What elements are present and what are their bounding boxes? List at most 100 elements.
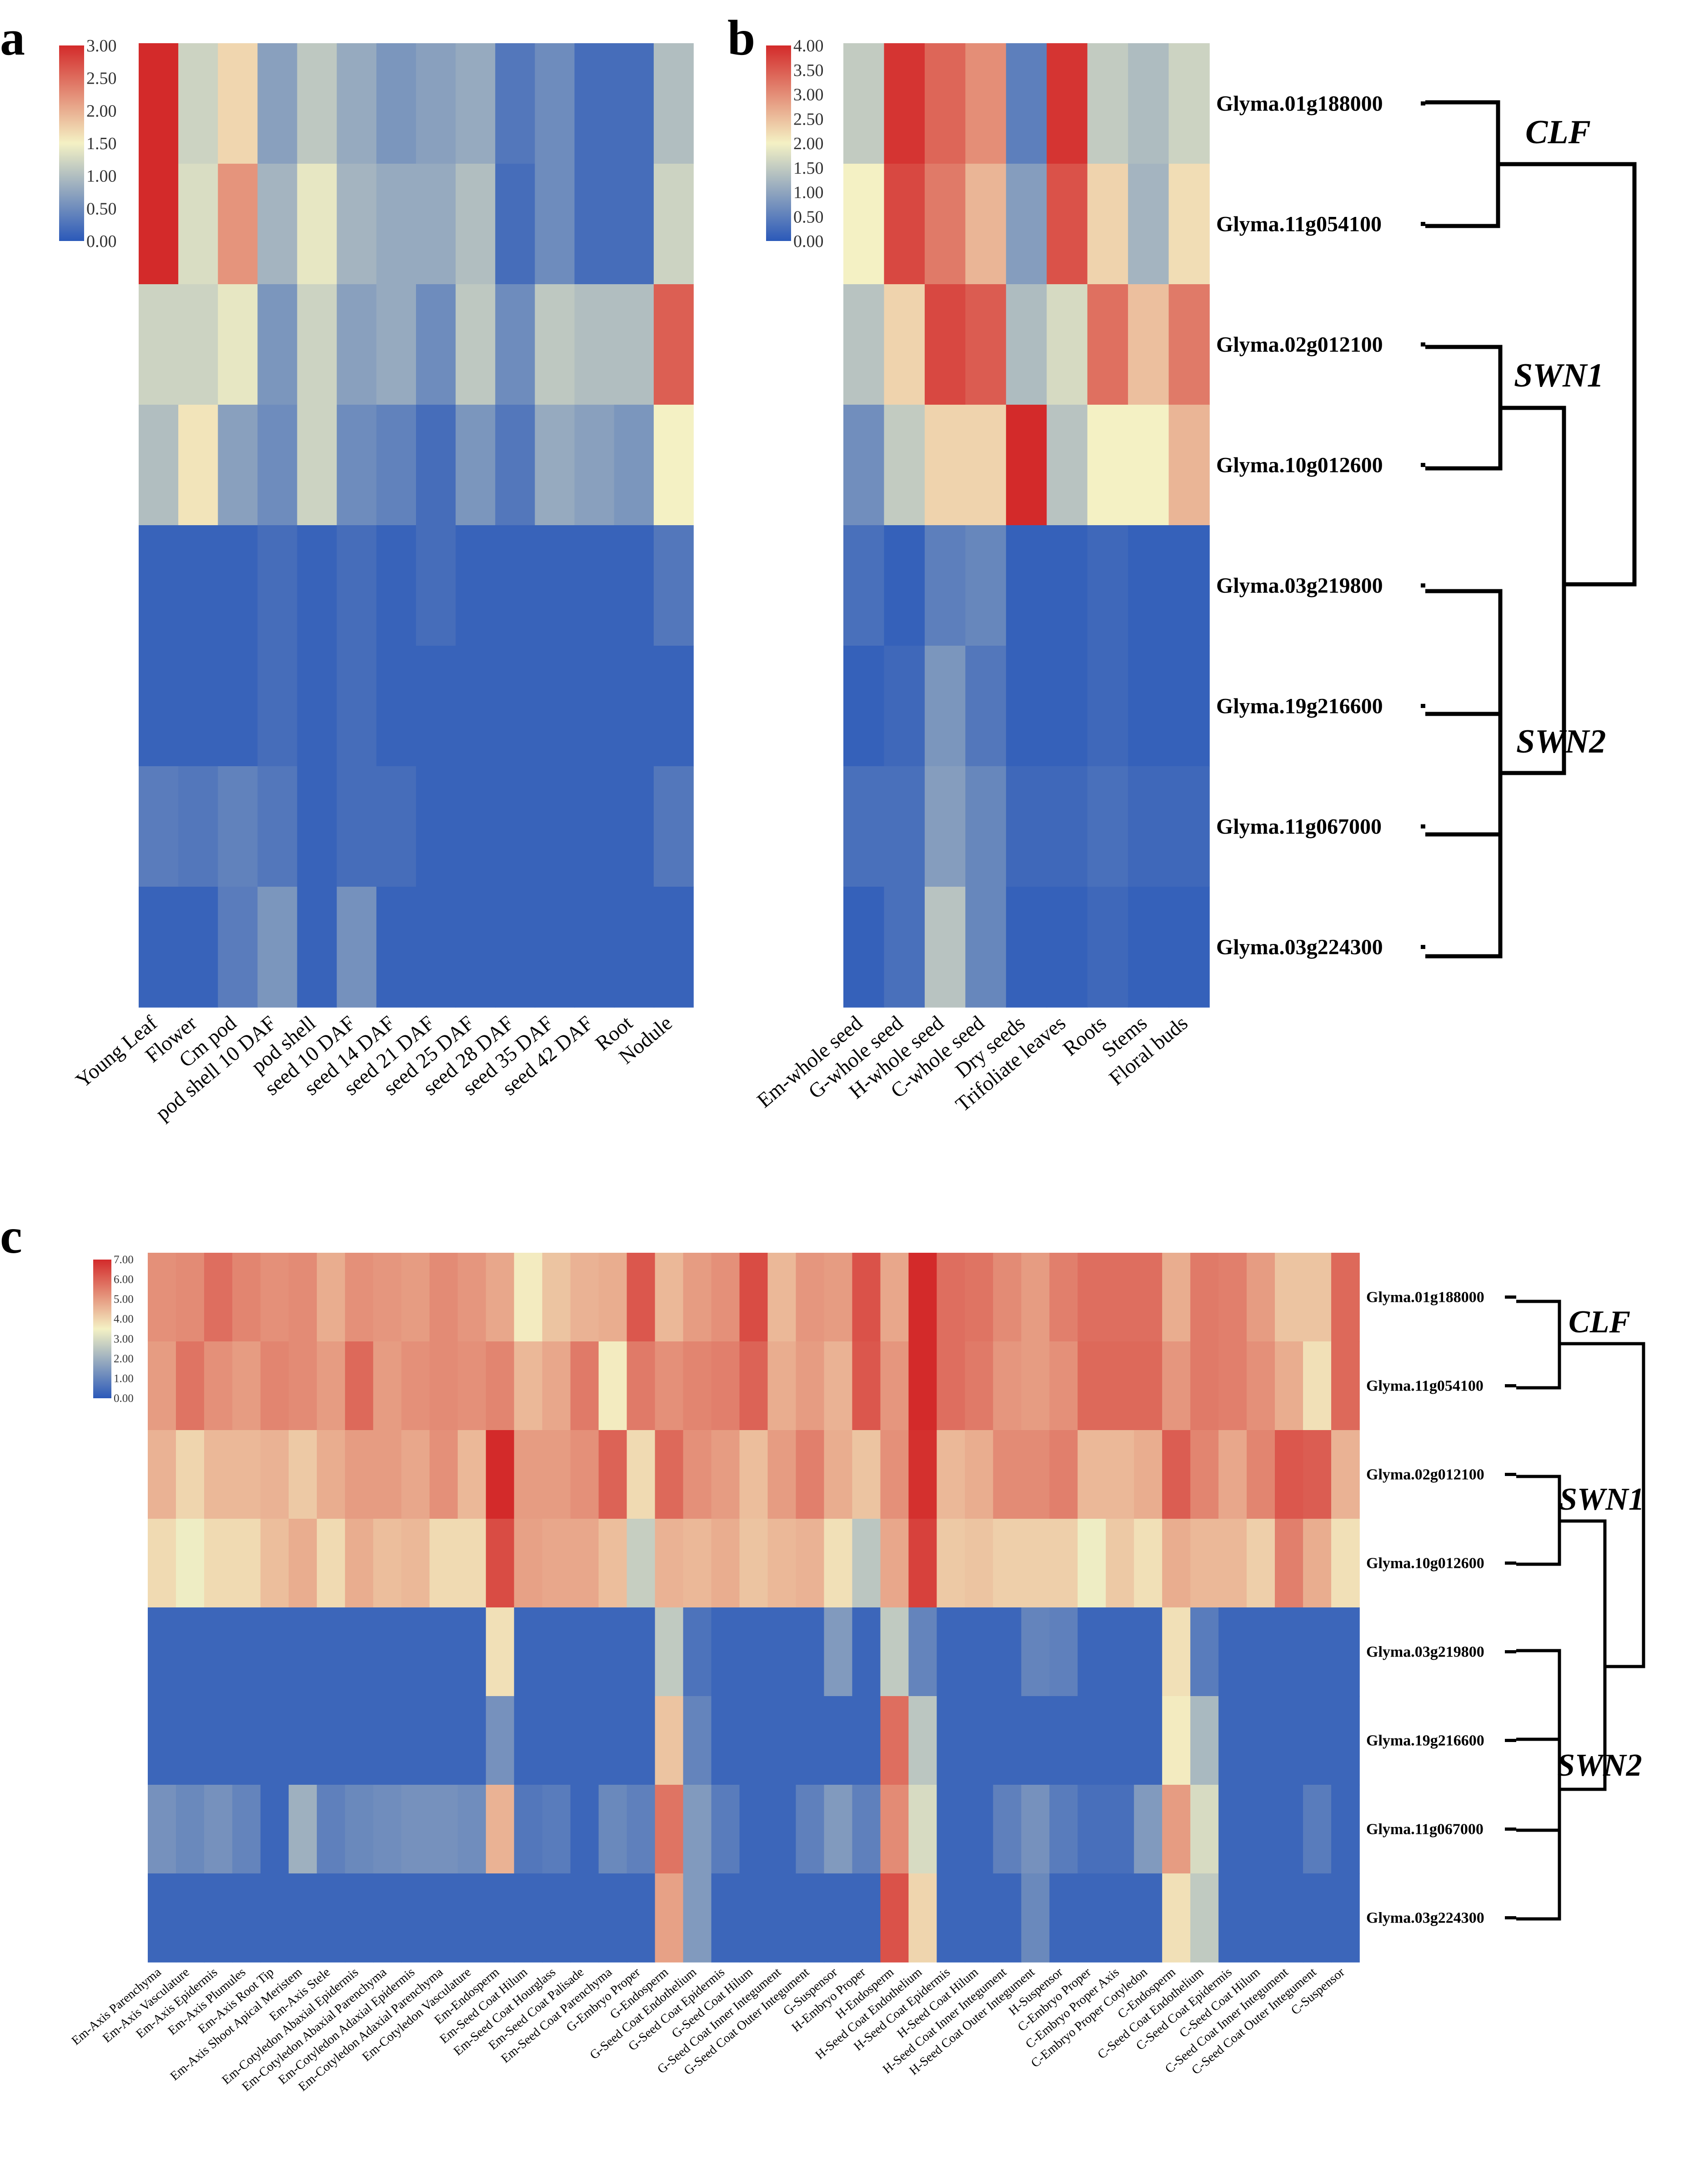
heatmap-c-cell-5-6 (316, 1696, 346, 1785)
dendro-b-swn1 (1425, 345, 1503, 471)
heatmap-a-cell-1-9 (495, 164, 536, 285)
heatmap-c-cell-5-3 (232, 1696, 261, 1785)
heatmap-a-cell-1-12 (614, 164, 654, 285)
heatmap-b-cell-5-0 (843, 646, 885, 767)
heatmap-c-cell-0-33 (1078, 1253, 1107, 1342)
heatmap-c-cell-2-5 (288, 1430, 317, 1519)
heatmap-b-cell-6-6 (1087, 766, 1128, 887)
heatmap-c-cell-6-2 (204, 1785, 233, 1874)
heatmap-c-cell-4-17 (626, 1607, 656, 1697)
heatmap-c-cell-5-17 (626, 1696, 656, 1785)
dendro-c-clf (1516, 1300, 1561, 1390)
heatmap-a-cell-3-0 (139, 405, 179, 526)
heatmap-c-cell-7-21 (739, 1873, 768, 1963)
heatmap-c-cell-4-27 (908, 1607, 937, 1697)
heatmap-c-cell-1-33 (1078, 1341, 1107, 1431)
heatmap-c-cell-2-38 (1218, 1430, 1247, 1519)
heatmap-c-cell-2-20 (711, 1430, 740, 1519)
heatmap-c-cell-5-9 (401, 1696, 430, 1785)
heatmap-b-cell-2-5 (1047, 284, 1088, 405)
heatmap-b-cell-5-3 (965, 646, 1007, 767)
heatmap-a-cell-7-3 (257, 887, 298, 1008)
heatmap-c-cell-4-26 (880, 1607, 909, 1697)
heatmap-c-cell-6-15 (570, 1785, 599, 1874)
heatmap-c-cell-7-27 (908, 1873, 937, 1963)
heatmap-b-cell-7-2 (924, 887, 966, 1008)
heatmap-a-cell-0-6 (376, 43, 416, 164)
heatmap-c-cell-0-22 (767, 1253, 797, 1342)
heatmap-c-cell-3-15 (570, 1519, 599, 1608)
heatmap-c-cell-4-14 (542, 1607, 571, 1697)
heatmap-b-cell-7-1 (884, 887, 925, 1008)
heatmap-a-cell-7-7 (416, 887, 456, 1008)
heatmap-a-cell-7-2 (218, 887, 258, 1008)
heatmap-c-cell-2-17 (626, 1430, 656, 1519)
heatmap-c-cell-3-24 (824, 1519, 853, 1608)
heatmap-a-cell-1-11 (574, 164, 615, 285)
heatmap-c-cell-6-24 (824, 1785, 853, 1874)
heatmap-c-cell-7-31 (1021, 1873, 1050, 1963)
heatmap-a-cell-2-4 (297, 284, 337, 405)
heatmap-b-gene-label-7: Glyma.03g224300 (1216, 935, 1383, 959)
heatmap-c-cell-6-29 (965, 1785, 994, 1874)
color-bar-b-tick-7: 0.50 (793, 207, 824, 226)
heatmap-c-cell-6-36 (1162, 1785, 1191, 1874)
heatmap-c-cell-3-5 (288, 1519, 317, 1608)
heatmap-c-cell-0-2 (204, 1253, 233, 1342)
heatmap-a-cell-2-13 (653, 284, 694, 405)
heatmap-c-cell-4-37 (1190, 1607, 1219, 1697)
heatmap-c-cell-5-25 (852, 1696, 881, 1785)
heatmap-a-cell-6-9 (495, 766, 536, 887)
heatmap-b-gene-label-3: Glyma.10g012600 (1216, 453, 1383, 477)
heatmap-c-cell-5-38 (1218, 1696, 1247, 1785)
heatmap-c-cell-5-37 (1190, 1696, 1219, 1785)
heatmap-a-cell-5-3 (257, 646, 298, 767)
heatmap-c-cell-2-42 (1331, 1430, 1360, 1519)
heatmap-c-cell-0-4 (260, 1253, 289, 1342)
heatmap-b-cell-3-6 (1087, 405, 1128, 526)
heatmap-a-cell-5-12 (614, 646, 654, 767)
heatmap-a-cell-2-5 (336, 284, 377, 405)
heatmap-c-cell-2-7 (345, 1430, 374, 1519)
heatmap-c-cell-5-36 (1162, 1696, 1191, 1785)
heatmap-b-cell-1-4 (1006, 164, 1047, 285)
heatmap-c-cell-1-8 (373, 1341, 402, 1431)
heatmap-c-cell-6-17 (626, 1785, 656, 1874)
heatmap-a-cell-0-10 (535, 43, 575, 164)
heatmap-c-cell-0-32 (1049, 1253, 1078, 1342)
color-bar-c-tick-2: 5.00 (114, 1293, 134, 1305)
heatmap-b-cell-5-2 (924, 646, 966, 767)
heatmap-c-cell-2-29 (965, 1430, 994, 1519)
heatmap-c-cell-2-18 (655, 1430, 684, 1519)
heatmap-c-cell-5-7 (345, 1696, 374, 1785)
heatmap-c-cell-1-16 (598, 1341, 627, 1431)
heatmap-c-cell-1-10 (429, 1341, 458, 1431)
heatmap-c-cell-6-32 (1049, 1785, 1078, 1874)
heatmap-a-cell-3-8 (456, 405, 496, 526)
heatmap-c-cell-5-13 (514, 1696, 543, 1785)
heatmap-c-cell-0-13 (514, 1253, 543, 1342)
heatmap-b-cell-3-7 (1128, 405, 1169, 526)
heatmap-a-cell-0-11 (574, 43, 615, 164)
heatmap-b-cell-2-1 (884, 284, 925, 405)
heatmap-b-cell-6-2 (924, 766, 966, 887)
heatmap-a-cell-3-5 (336, 405, 377, 526)
panel-label-c: c (0, 1208, 22, 1264)
heatmap-a-cell-3-7 (416, 405, 456, 526)
heatmap-c-cell-4-29 (965, 1607, 994, 1697)
heatmap-c-cell-1-32 (1049, 1341, 1078, 1431)
heatmap-a-cell-4-1 (178, 525, 219, 646)
heatmap-c-cell-7-9 (401, 1873, 430, 1963)
heatmap-c-cell-2-26 (880, 1430, 909, 1519)
heatmap-c-cell-6-37 (1190, 1785, 1219, 1874)
heatmap-b-cell-5-8 (1168, 646, 1210, 767)
heatmap-b-cell-6-7 (1128, 766, 1169, 887)
color-bar-a-tick-0: 3.00 (86, 36, 117, 55)
heatmap-c-cell-7-33 (1078, 1873, 1107, 1963)
heatmap-b-cell-0-8 (1168, 43, 1210, 164)
heatmap-b-cell-3-1 (884, 405, 925, 526)
dendro-c-swn2-outer (1516, 1649, 1561, 1921)
heatmap-c-cell-3-35 (1134, 1519, 1163, 1608)
heatmap-b-cell-5-4 (1006, 646, 1047, 767)
